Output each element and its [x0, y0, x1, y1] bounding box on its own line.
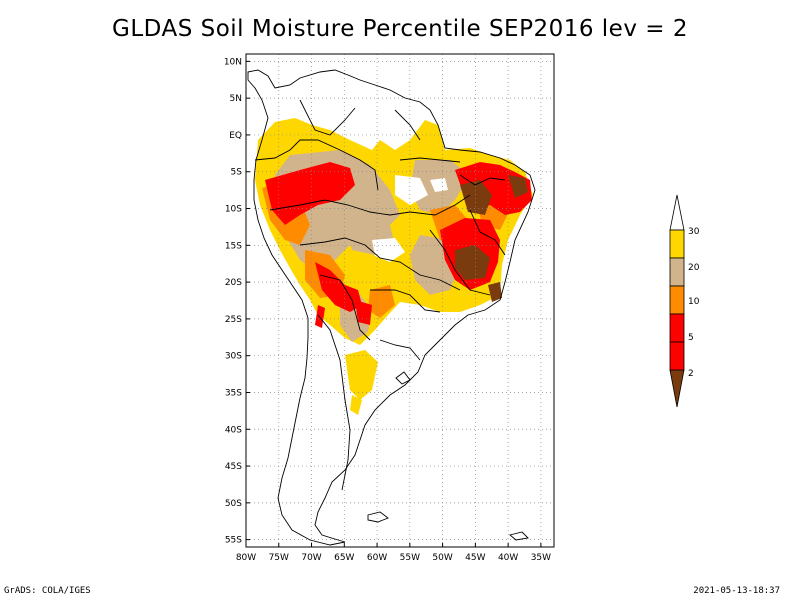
lat-tick-label: 50S — [225, 499, 242, 509]
percentile-field — [255, 118, 533, 415]
lon-tick-label: 60W — [367, 553, 387, 563]
colorbar-box-30 — [669, 229, 685, 259]
lat-tick-label: 55S — [225, 536, 242, 546]
lat-tick-label: 25S — [225, 315, 242, 325]
footer-timestamp: 2021-05-13-18:37 — [693, 586, 780, 596]
colorbar-label-5: 5 — [688, 333, 694, 343]
lat-tick-label: 20S — [225, 278, 242, 288]
axis-ticks: 80W 75W 70W 65W 60W 55W 50W 45W 40W 35W 10N 5N EQ 5S 1… — [224, 57, 551, 563]
map-frame — [245, 53, 555, 548]
colorbar-box-10 — [669, 285, 685, 315]
lon-tick-label: 65W — [334, 553, 354, 563]
lat-tick-label: 15S — [225, 241, 242, 251]
lat-tick-label: EQ — [229, 131, 242, 141]
map-title: GLDAS Soil Moisture Percentile SEP2016 l… — [112, 16, 688, 42]
lat-tick-label: 35S — [225, 388, 242, 398]
lon-tick-label: 70W — [301, 553, 321, 563]
lon-tick-label: 45W — [465, 553, 485, 563]
footer-credit: GrADS: COLA/IGES — [4, 586, 91, 596]
lat-tick-label: 30S — [225, 352, 242, 362]
colorbar-top-triangle — [669, 194, 685, 231]
lat-tick-label: 40S — [225, 425, 242, 435]
colorbar-box-2 — [669, 341, 685, 371]
lat-tick-label: 10N — [224, 57, 242, 67]
lon-tick-label: 75W — [269, 553, 289, 563]
lat-tick-label: 5S — [231, 168, 243, 178]
colorbar-legend: 30 20 10 5 2 — [669, 194, 700, 408]
colorbar-label-20: 20 — [688, 263, 700, 273]
colorbar-label-2: 2 — [688, 369, 694, 379]
colorbar-box-5 — [669, 313, 685, 343]
lon-tick-label: 55W — [400, 553, 420, 563]
lon-tick-label: 40W — [498, 553, 518, 563]
colorbar-label-10: 10 — [688, 297, 700, 307]
lon-tick-label: 35W — [531, 553, 551, 563]
coastlines — [247, 69, 536, 546]
lon-tick-label: 80W — [236, 553, 256, 563]
colorbar-bottom-triangle — [669, 369, 685, 408]
lat-tick-label: 10S — [225, 205, 242, 215]
colorbar-box-20 — [669, 257, 685, 287]
lat-tick-label: 5N — [230, 94, 242, 104]
grid-lines — [245, 54, 554, 547]
colorbar-label-30: 30 — [688, 227, 700, 237]
lon-tick-label: 50W — [432, 553, 452, 563]
lat-tick-label: 45S — [225, 462, 242, 472]
